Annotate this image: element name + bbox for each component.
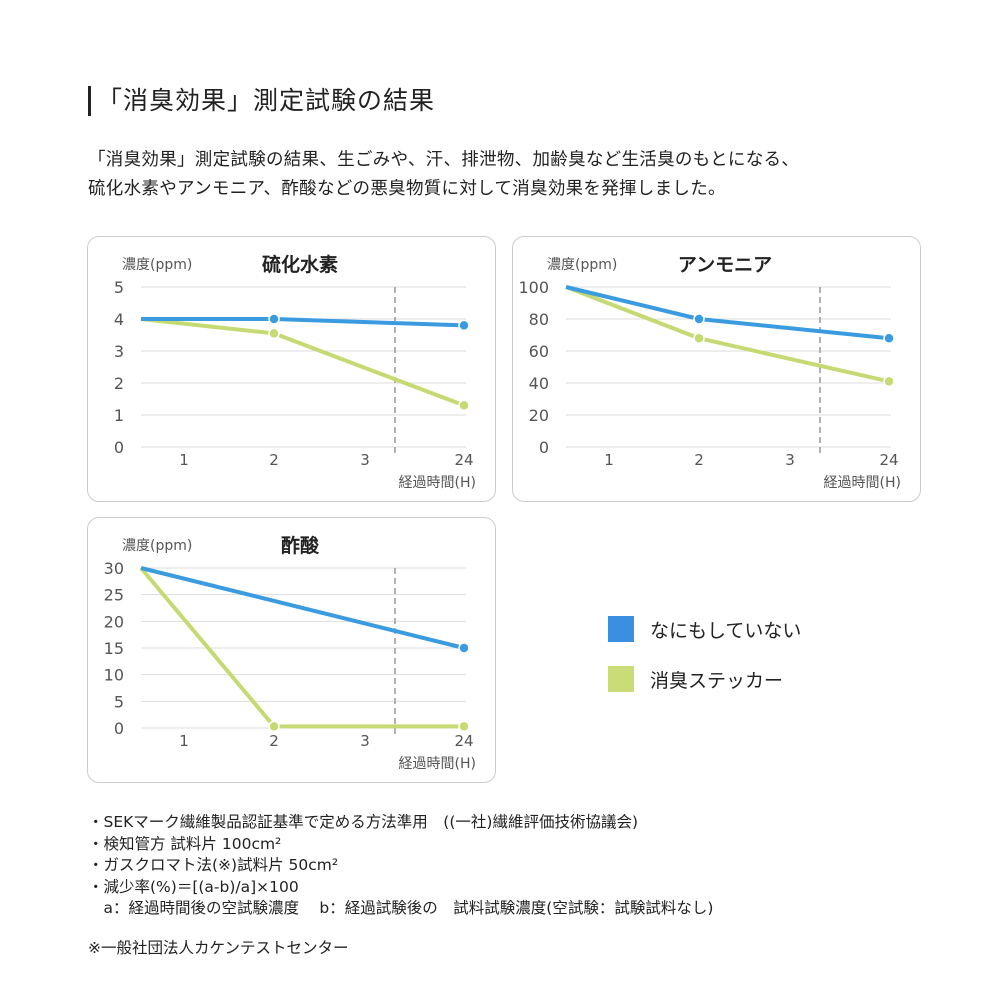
x-tick-label: 24 bbox=[454, 732, 473, 750]
data-point bbox=[458, 399, 470, 412]
x-tick-label: 2 bbox=[694, 451, 704, 469]
y-axis-label: 濃度(ppm) bbox=[122, 538, 192, 554]
page-title: 「消臭効果」測定試験の結果 bbox=[88, 86, 435, 116]
source-note: ※一般社団法人カケンテストセンター bbox=[88, 939, 349, 957]
y-tick-label: 3 bbox=[114, 342, 124, 361]
y-tick-label: 20 bbox=[529, 406, 549, 425]
x-tick-label: 3 bbox=[360, 451, 370, 469]
intro-line: 「消臭効果」測定試験の結果、生ごみや、汗、排泄物、加齢臭など生活臭のもとになる、 bbox=[88, 150, 800, 170]
y-tick-label: 0 bbox=[114, 438, 124, 457]
legend-label: 消臭ステッカー bbox=[650, 669, 784, 692]
note: a：経過時間後の空試験濃度 b：経過試験後の 試料試験濃度(空試験：試験試料なし… bbox=[88, 899, 714, 917]
y-tick-label: 1 bbox=[114, 406, 124, 425]
y-tick-label: 15 bbox=[104, 639, 124, 658]
series-line bbox=[565, 285, 890, 341]
y-tick-label: 100 bbox=[518, 278, 549, 297]
series-line bbox=[140, 566, 465, 650]
y-tick-label: 5 bbox=[114, 278, 124, 297]
x-tick-label: 3 bbox=[360, 732, 370, 750]
legend: なにもしていない 消臭ステッカー bbox=[608, 616, 801, 716]
note: ・ガスクロマト法(※)試料片 50cm² bbox=[88, 856, 339, 874]
legend-item-sticker: 消臭ステッカー bbox=[608, 666, 801, 692]
data-point bbox=[268, 327, 280, 340]
y-tick-label: 80 bbox=[529, 310, 549, 329]
y-tick-label: 5 bbox=[114, 692, 124, 711]
y-tick-label: 40 bbox=[529, 374, 549, 393]
legend-swatch bbox=[608, 666, 634, 692]
note: ・減少率(%)＝[(a-b)/a]×100 bbox=[88, 877, 299, 896]
chart-svg: 濃度(ppm) 酢酸 0 5 10 15 20 25 30 1 2 3 24 経過時間(H) bbox=[104, 534, 476, 772]
y-tick-label: 30 bbox=[104, 559, 124, 578]
data-point bbox=[458, 720, 470, 733]
y-axis-label: 濃度(ppm) bbox=[547, 257, 617, 273]
legend-swatch bbox=[608, 616, 634, 642]
x-axis-label: 経過時間(H) bbox=[824, 475, 901, 491]
chart-acetic-acid: 濃度(ppm) 酢酸 0 5 10 15 20 25 30 1 2 3 24 経過時間(H) bbox=[87, 517, 496, 783]
x-tick-label: 24 bbox=[879, 451, 898, 469]
y-tick-label: 0 bbox=[539, 438, 549, 457]
x-tick-label: 1 bbox=[179, 451, 189, 469]
data-point bbox=[268, 313, 280, 325]
y-tick-label: 10 bbox=[104, 666, 124, 685]
y-tick-label: 25 bbox=[104, 586, 124, 605]
intro-text: 「消臭効果」測定試験の結果、生ごみや、汗、排泄物、加齢臭など生活臭のもとになる、… bbox=[88, 146, 799, 204]
data-point bbox=[883, 332, 895, 344]
notes: ・SEKマーク繊維製品認証基準で定める方法準用 ((一社)繊維評価技術協議会) … bbox=[88, 812, 713, 920]
series-line bbox=[140, 317, 465, 408]
y-tick-label: 0 bbox=[114, 719, 124, 738]
data-point bbox=[458, 642, 470, 654]
x-tick-label: 2 bbox=[269, 451, 279, 469]
data-point bbox=[883, 375, 895, 388]
x-tick-label: 3 bbox=[785, 451, 795, 469]
y-tick-label: 60 bbox=[529, 342, 549, 361]
x-tick-label: 1 bbox=[179, 732, 189, 750]
x-axis-label: 経過時間(H) bbox=[399, 475, 476, 491]
y-tick-label: 4 bbox=[114, 310, 124, 329]
legend-label: なにもしていない bbox=[650, 619, 802, 642]
chart-title: 硫化水素 bbox=[262, 253, 338, 276]
x-tick-label: 1 bbox=[604, 451, 614, 469]
series-line bbox=[139, 566, 464, 729]
chart-svg: 濃度(ppm) アンモニア 0 20 40 60 80 100 1 2 3 24 経過時間(H) bbox=[518, 254, 901, 491]
x-tick-label: 24 bbox=[454, 451, 473, 469]
note: ・SEKマーク繊維製品認証基準で定める方法準用 ((一社)繊維評価技術協議会) bbox=[88, 813, 638, 831]
chart-hydrogen-sulfide: 濃度(ppm) 硫化水素 0 1 2 3 4 5 1 2 3 24 経過時間(H) bbox=[87, 236, 496, 502]
y-axis-label: 濃度(ppm) bbox=[122, 257, 192, 273]
legend-item-untreated: なにもしていない bbox=[608, 616, 801, 642]
intro-line: 硫化水素やアンモニア、酢酸などの悪臭物質に対して消臭効果を発揮しました。 bbox=[88, 179, 726, 199]
chart-title: アンモニア bbox=[678, 254, 772, 276]
chart-ammonia: 濃度(ppm) アンモニア 0 20 40 60 80 100 1 2 3 24 経過時間(H) bbox=[512, 236, 921, 502]
x-axis-label: 経過時間(H) bbox=[399, 756, 476, 772]
chart-svg: 濃度(ppm) 硫化水素 0 1 2 3 4 5 1 2 3 24 経過時間(H) bbox=[114, 253, 476, 491]
data-point bbox=[693, 313, 705, 325]
data-point bbox=[693, 332, 705, 344]
note: ・検知管方 試料片 100cm² bbox=[88, 834, 282, 853]
y-tick-label: 20 bbox=[104, 612, 124, 631]
y-tick-label: 2 bbox=[114, 374, 124, 393]
chart-title: 酢酸 bbox=[281, 534, 320, 557]
data-point bbox=[458, 319, 470, 332]
data-point bbox=[268, 720, 280, 733]
x-tick-label: 2 bbox=[269, 732, 279, 750]
